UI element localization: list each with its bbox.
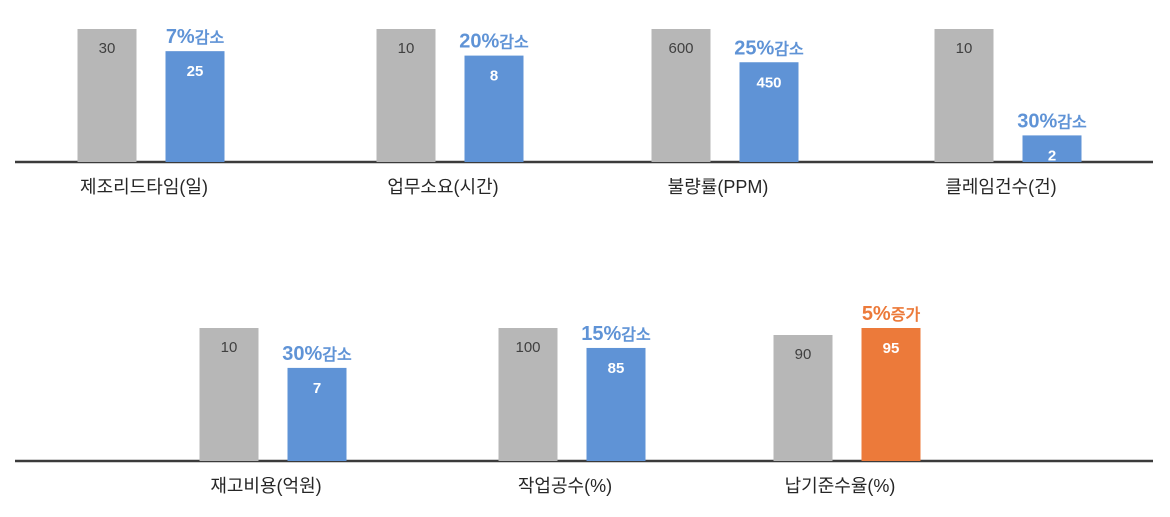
value-label-before: 30 <box>99 40 116 57</box>
bar-before <box>498 328 558 461</box>
change-percent: 5% <box>862 303 891 325</box>
bar-after <box>739 62 799 162</box>
bar-after <box>861 328 921 461</box>
value-label-before: 10 <box>956 40 973 57</box>
change-percent: 30% <box>282 343 322 365</box>
value-label-after: 450 <box>756 74 781 91</box>
bar-after <box>586 347 646 461</box>
category-label: 업무소요(시간) <box>387 177 498 197</box>
change-direction-label: 감소 <box>1057 112 1087 131</box>
change-annotation: 30%감소 <box>1017 110 1087 132</box>
change-annotation: 7%감소 <box>166 26 225 48</box>
change-percent: 25% <box>734 37 774 59</box>
bar-before <box>376 29 436 162</box>
bar-after <box>287 367 347 461</box>
value-label-after: 85 <box>608 360 625 377</box>
category-label: 제조리드타임(일) <box>80 177 208 197</box>
value-label-before: 10 <box>221 339 238 356</box>
change-annotation: 5%증가 <box>862 303 921 325</box>
change-percent: 30% <box>1017 110 1057 132</box>
category-label: 재고비용(억원) <box>210 476 321 496</box>
value-label-after: 25 <box>187 63 204 80</box>
change-annotation: 15%감소 <box>581 323 651 345</box>
category-label: 작업공수(%) <box>518 476 612 496</box>
change-direction-label: 감소 <box>195 28 225 47</box>
value-label-after: 7 <box>313 380 321 397</box>
value-label-after: 2 <box>1048 147 1056 164</box>
value-label-after: 8 <box>490 68 498 85</box>
value-label-before: 10 <box>398 40 415 57</box>
bar-after <box>464 55 524 162</box>
category-label: 클레임건수(건) <box>945 177 1056 197</box>
change-direction-label: 감소 <box>322 345 352 364</box>
change-annotation: 25%감소 <box>734 37 804 59</box>
bar-before <box>199 328 259 461</box>
value-label-before: 90 <box>795 346 812 363</box>
change-percent: 20% <box>459 31 499 53</box>
bar-before <box>934 29 994 162</box>
change-annotation: 30%감소 <box>282 343 352 365</box>
change-direction-label: 증가 <box>891 306 921 324</box>
bar-before <box>773 335 833 461</box>
bar-after <box>1022 135 1082 162</box>
value-label-after: 95 <box>883 340 900 357</box>
category-label: 불량률(PPM) <box>668 177 769 197</box>
bar-after <box>165 51 225 162</box>
value-label-before: 600 <box>668 40 693 57</box>
change-direction-label: 감소 <box>774 39 804 58</box>
change-percent: 15% <box>581 323 621 345</box>
change-direction-label: 감소 <box>499 33 529 52</box>
bar-before <box>77 29 137 162</box>
bar-before <box>651 29 711 162</box>
change-percent: 7% <box>166 26 195 48</box>
category-label: 납기준수율(%) <box>785 476 896 496</box>
value-label-before: 100 <box>515 339 540 356</box>
change-direction-label: 감소 <box>621 325 651 344</box>
change-annotation: 20%감소 <box>459 31 529 53</box>
